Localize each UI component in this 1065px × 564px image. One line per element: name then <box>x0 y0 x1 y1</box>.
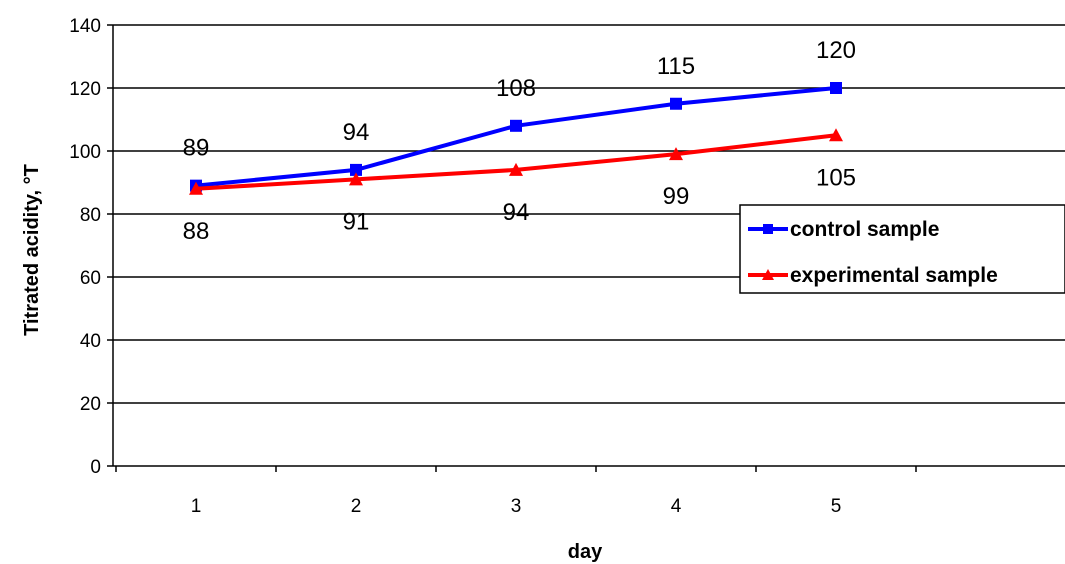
data-label: 108 <box>496 75 536 102</box>
x-tick-label: 1 <box>191 496 202 517</box>
legend-swatch-experimental-marker <box>762 269 774 280</box>
x-tick-label: 2 <box>351 496 362 517</box>
series-line <box>195 133 837 191</box>
legend-entry-control: control sample <box>748 218 939 241</box>
x-axis-title: day <box>568 541 603 563</box>
y-tick-label: 120 <box>69 79 101 100</box>
legend-label-experimental: experimental sample <box>790 264 998 287</box>
legend-label-control: control sample <box>790 218 939 241</box>
data-label: 105 <box>816 164 856 191</box>
y-tick-label: 0 <box>90 457 101 478</box>
series-layer <box>189 82 843 195</box>
y-tick-label: 80 <box>80 205 101 226</box>
y-tick-label: 100 <box>69 142 101 163</box>
data-point <box>350 163 362 176</box>
data-point <box>509 162 523 176</box>
data-label: 99 <box>663 183 690 210</box>
series-experimental <box>189 128 843 195</box>
data-label: 94 <box>343 119 370 146</box>
x-tick-label: 4 <box>671 496 682 517</box>
data-point <box>830 82 842 94</box>
data-labels: 89 94 108 115 120 88 91 94 99 105 <box>183 37 856 245</box>
data-point <box>829 128 843 142</box>
data-label: 89 <box>183 135 210 162</box>
y-axis-ticks: 0 20 40 60 80 100 120 140 <box>69 16 113 478</box>
data-label: 94 <box>503 199 530 226</box>
legend-swatch-control-marker <box>763 224 773 234</box>
x-axis-ticks: 1 2 3 4 5 <box>115 466 917 517</box>
data-point <box>510 119 522 132</box>
legend-box <box>739 204 1065 294</box>
legend: control sample experimental sample <box>739 204 1065 294</box>
grid-lines <box>113 24 1065 404</box>
legend-entry-experimental: experimental sample <box>748 264 998 287</box>
data-label: 115 <box>657 53 695 80</box>
y-tick-label: 40 <box>80 331 101 352</box>
y-tick-label: 20 <box>80 394 101 415</box>
data-point <box>349 172 363 186</box>
data-point <box>670 97 682 110</box>
x-tick-label: 3 <box>511 496 522 517</box>
data-point <box>189 181 203 195</box>
axes <box>112 25 1065 467</box>
y-axis-title: Titrated acidity, °T <box>21 164 43 336</box>
data-label: 91 <box>343 208 370 235</box>
y-tick-label: 140 <box>69 16 101 37</box>
data-point <box>669 147 683 161</box>
series-control <box>190 82 842 192</box>
y-tick-label: 60 <box>80 268 101 289</box>
x-tick-label: 5 <box>831 496 842 517</box>
data-label: 88 <box>183 218 210 245</box>
data-label: 120 <box>816 37 856 64</box>
